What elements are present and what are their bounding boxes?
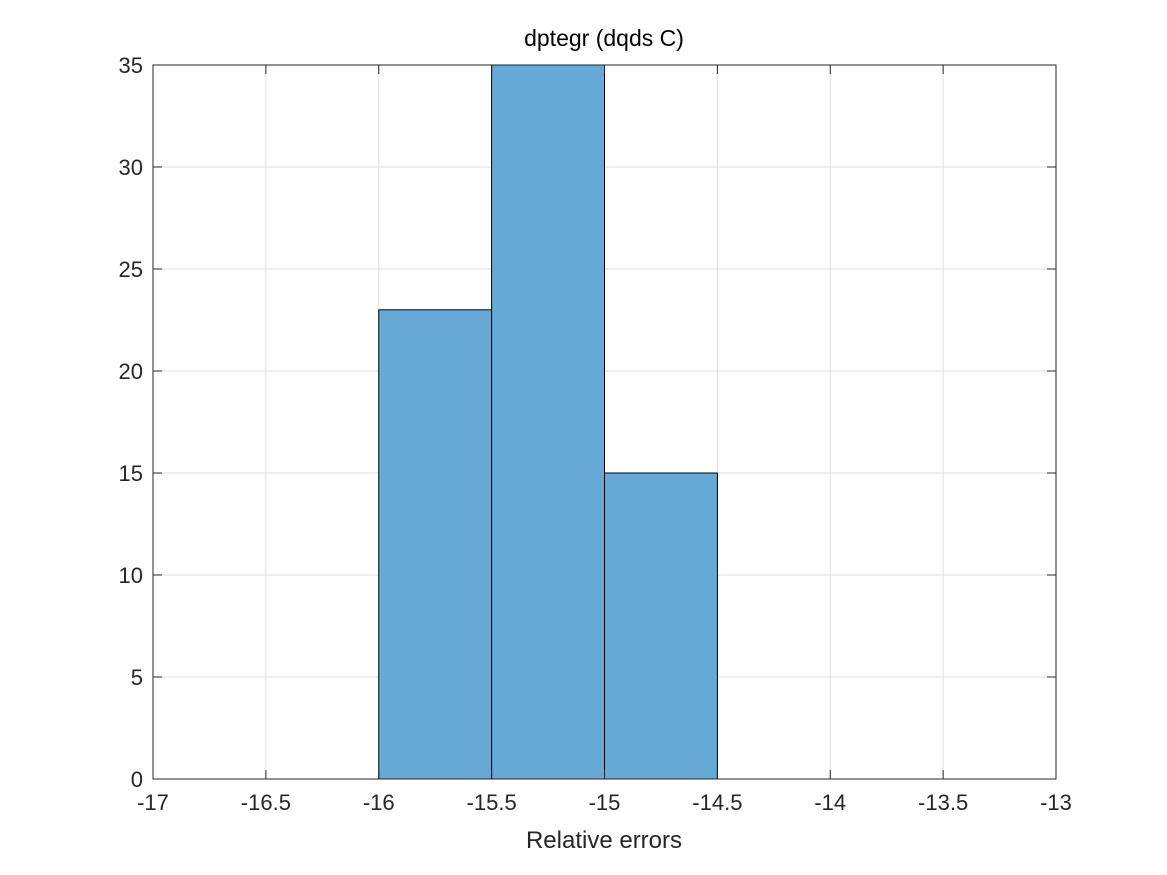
x-tick-label: -15 [589, 790, 621, 815]
axis-ticks [152, 64, 1057, 780]
x-tick-label: -14.5 [692, 790, 742, 815]
y-tick-label: 35 [119, 53, 143, 78]
histogram-bar [604, 472, 718, 780]
y-tick-label: 5 [131, 665, 143, 690]
x-tick-label: -13.5 [918, 790, 968, 815]
x-tick-label: -15.5 [467, 790, 517, 815]
y-tick-label: 15 [119, 461, 143, 486]
y-tick-label: 25 [119, 257, 143, 282]
x-tick-label: -14 [814, 790, 846, 815]
histogram-bar [491, 64, 605, 780]
x-tick-label: -17 [137, 790, 169, 815]
histogram-bars [378, 64, 718, 780]
y-tick-label: 0 [131, 767, 143, 792]
x-tick-label: -16 [363, 790, 395, 815]
chart-title: dptegr (dqds C) [524, 25, 684, 51]
x-axis-label: Relative errors [526, 827, 682, 854]
y-tick-label: 10 [119, 563, 143, 588]
y-tick-label: 30 [119, 155, 143, 180]
x-tick-label: -13 [1040, 790, 1072, 815]
y-tick-label: 20 [119, 359, 143, 384]
y-tick-labels: 0 5 10 15 20 25 30 35 [119, 53, 143, 792]
histogram-bar [378, 309, 493, 780]
x-tick-label: -16.5 [241, 790, 291, 815]
x-tick-labels: -17 -16.5 -16 -15.5 -15 -14.5 -14 -13.5 -13 [137, 790, 1072, 815]
